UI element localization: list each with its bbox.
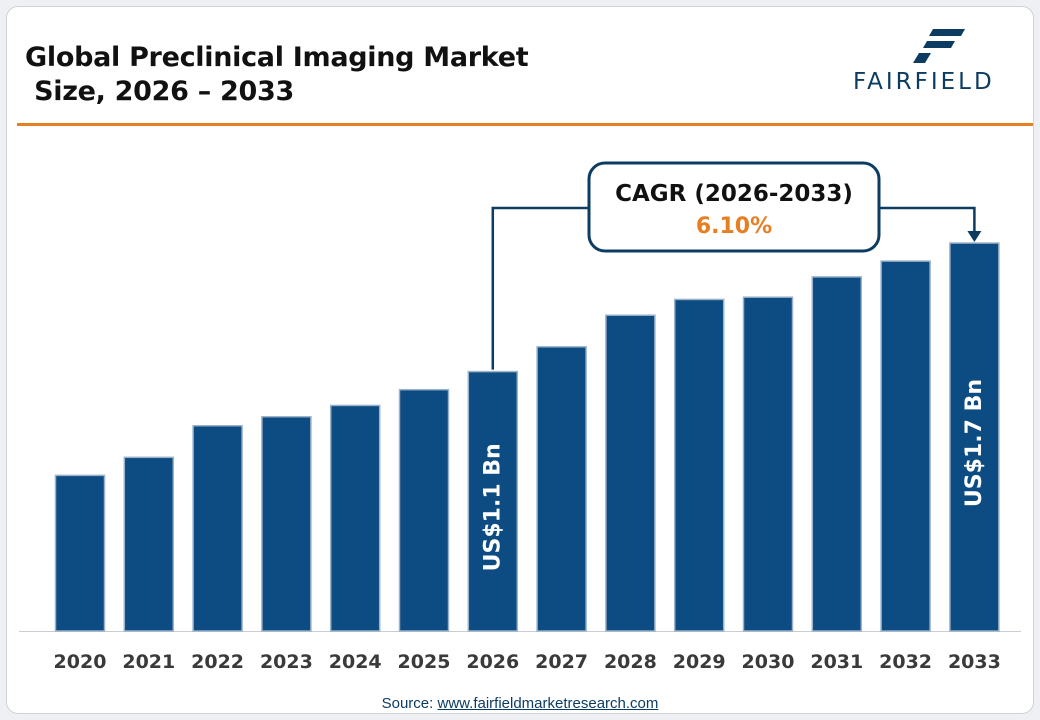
title-line-2: Size, 2026 – 2033 bbox=[25, 76, 294, 107]
cagr-label: CAGR (2026-2033) bbox=[615, 181, 853, 207]
bar-2032 bbox=[880, 260, 931, 632]
bar-2027 bbox=[536, 346, 587, 632]
x-tick-label-2031: 2031 bbox=[810, 651, 863, 673]
bar-2030 bbox=[742, 296, 794, 632]
bar-2033 bbox=[949, 242, 1000, 632]
x-tick-label-2024: 2024 bbox=[329, 651, 382, 673]
value-label-2026: US$1.1 Bn bbox=[480, 443, 505, 571]
cagr-value: 6.10% bbox=[696, 214, 772, 239]
bar-2029 bbox=[673, 298, 725, 632]
source-line: Source: www.fairfieldmarketresearch.com bbox=[7, 695, 1033, 712]
x-tick-label-2026: 2026 bbox=[466, 651, 519, 673]
x-tick-label-2032: 2032 bbox=[879, 651, 932, 673]
bar-2021 bbox=[123, 456, 175, 632]
x-tick-label-2022: 2022 bbox=[191, 651, 244, 673]
chart-card: Global Preclinical Imaging Market Size, … bbox=[6, 6, 1034, 714]
fairfield-logo: FAIRFIELD bbox=[853, 21, 1033, 101]
cagr-arrowhead bbox=[967, 231, 982, 243]
x-tick-label-2025: 2025 bbox=[398, 651, 451, 673]
bar-2022 bbox=[192, 424, 243, 632]
x-tick-label-2027: 2027 bbox=[535, 651, 588, 673]
value-label-2033: US$1.7 Bn bbox=[962, 379, 987, 507]
fairfield-logo-mark bbox=[913, 29, 965, 63]
bar-chart: 2020 2021 2022 2023 2024 2025 2026 2027 2028 2029… bbox=[19, 161, 1021, 673]
bar-2031 bbox=[811, 276, 863, 632]
bar-2025 bbox=[398, 388, 450, 632]
bar-2024 bbox=[329, 404, 381, 632]
x-tick-label-2029: 2029 bbox=[673, 651, 726, 673]
bar-2020 bbox=[54, 474, 106, 632]
title-line-1: Global Preclinical Imaging Market bbox=[25, 42, 529, 73]
x-tick-label-2023: 2023 bbox=[260, 651, 313, 673]
bar-2028 bbox=[605, 314, 656, 632]
cagr-box bbox=[587, 161, 881, 253]
x-tick-label-2028: 2028 bbox=[604, 651, 657, 673]
source-link[interactable]: www.fairfieldmarketresearch.com bbox=[437, 695, 659, 712]
x-tick-label-2033: 2033 bbox=[948, 651, 1001, 673]
x-tick-label-2030: 2030 bbox=[742, 651, 795, 673]
bar-2023 bbox=[261, 415, 312, 632]
source-label: Source: bbox=[381, 695, 438, 712]
bar-2026 bbox=[467, 370, 519, 632]
header-divider bbox=[17, 123, 1033, 126]
x-tick-label-2020: 2020 bbox=[54, 651, 107, 673]
page-title: Global Preclinical Imaging Market Size, … bbox=[25, 41, 529, 109]
x-tick-label-2021: 2021 bbox=[122, 651, 175, 673]
logo-wordmark: FAIRFIELD bbox=[853, 69, 995, 95]
